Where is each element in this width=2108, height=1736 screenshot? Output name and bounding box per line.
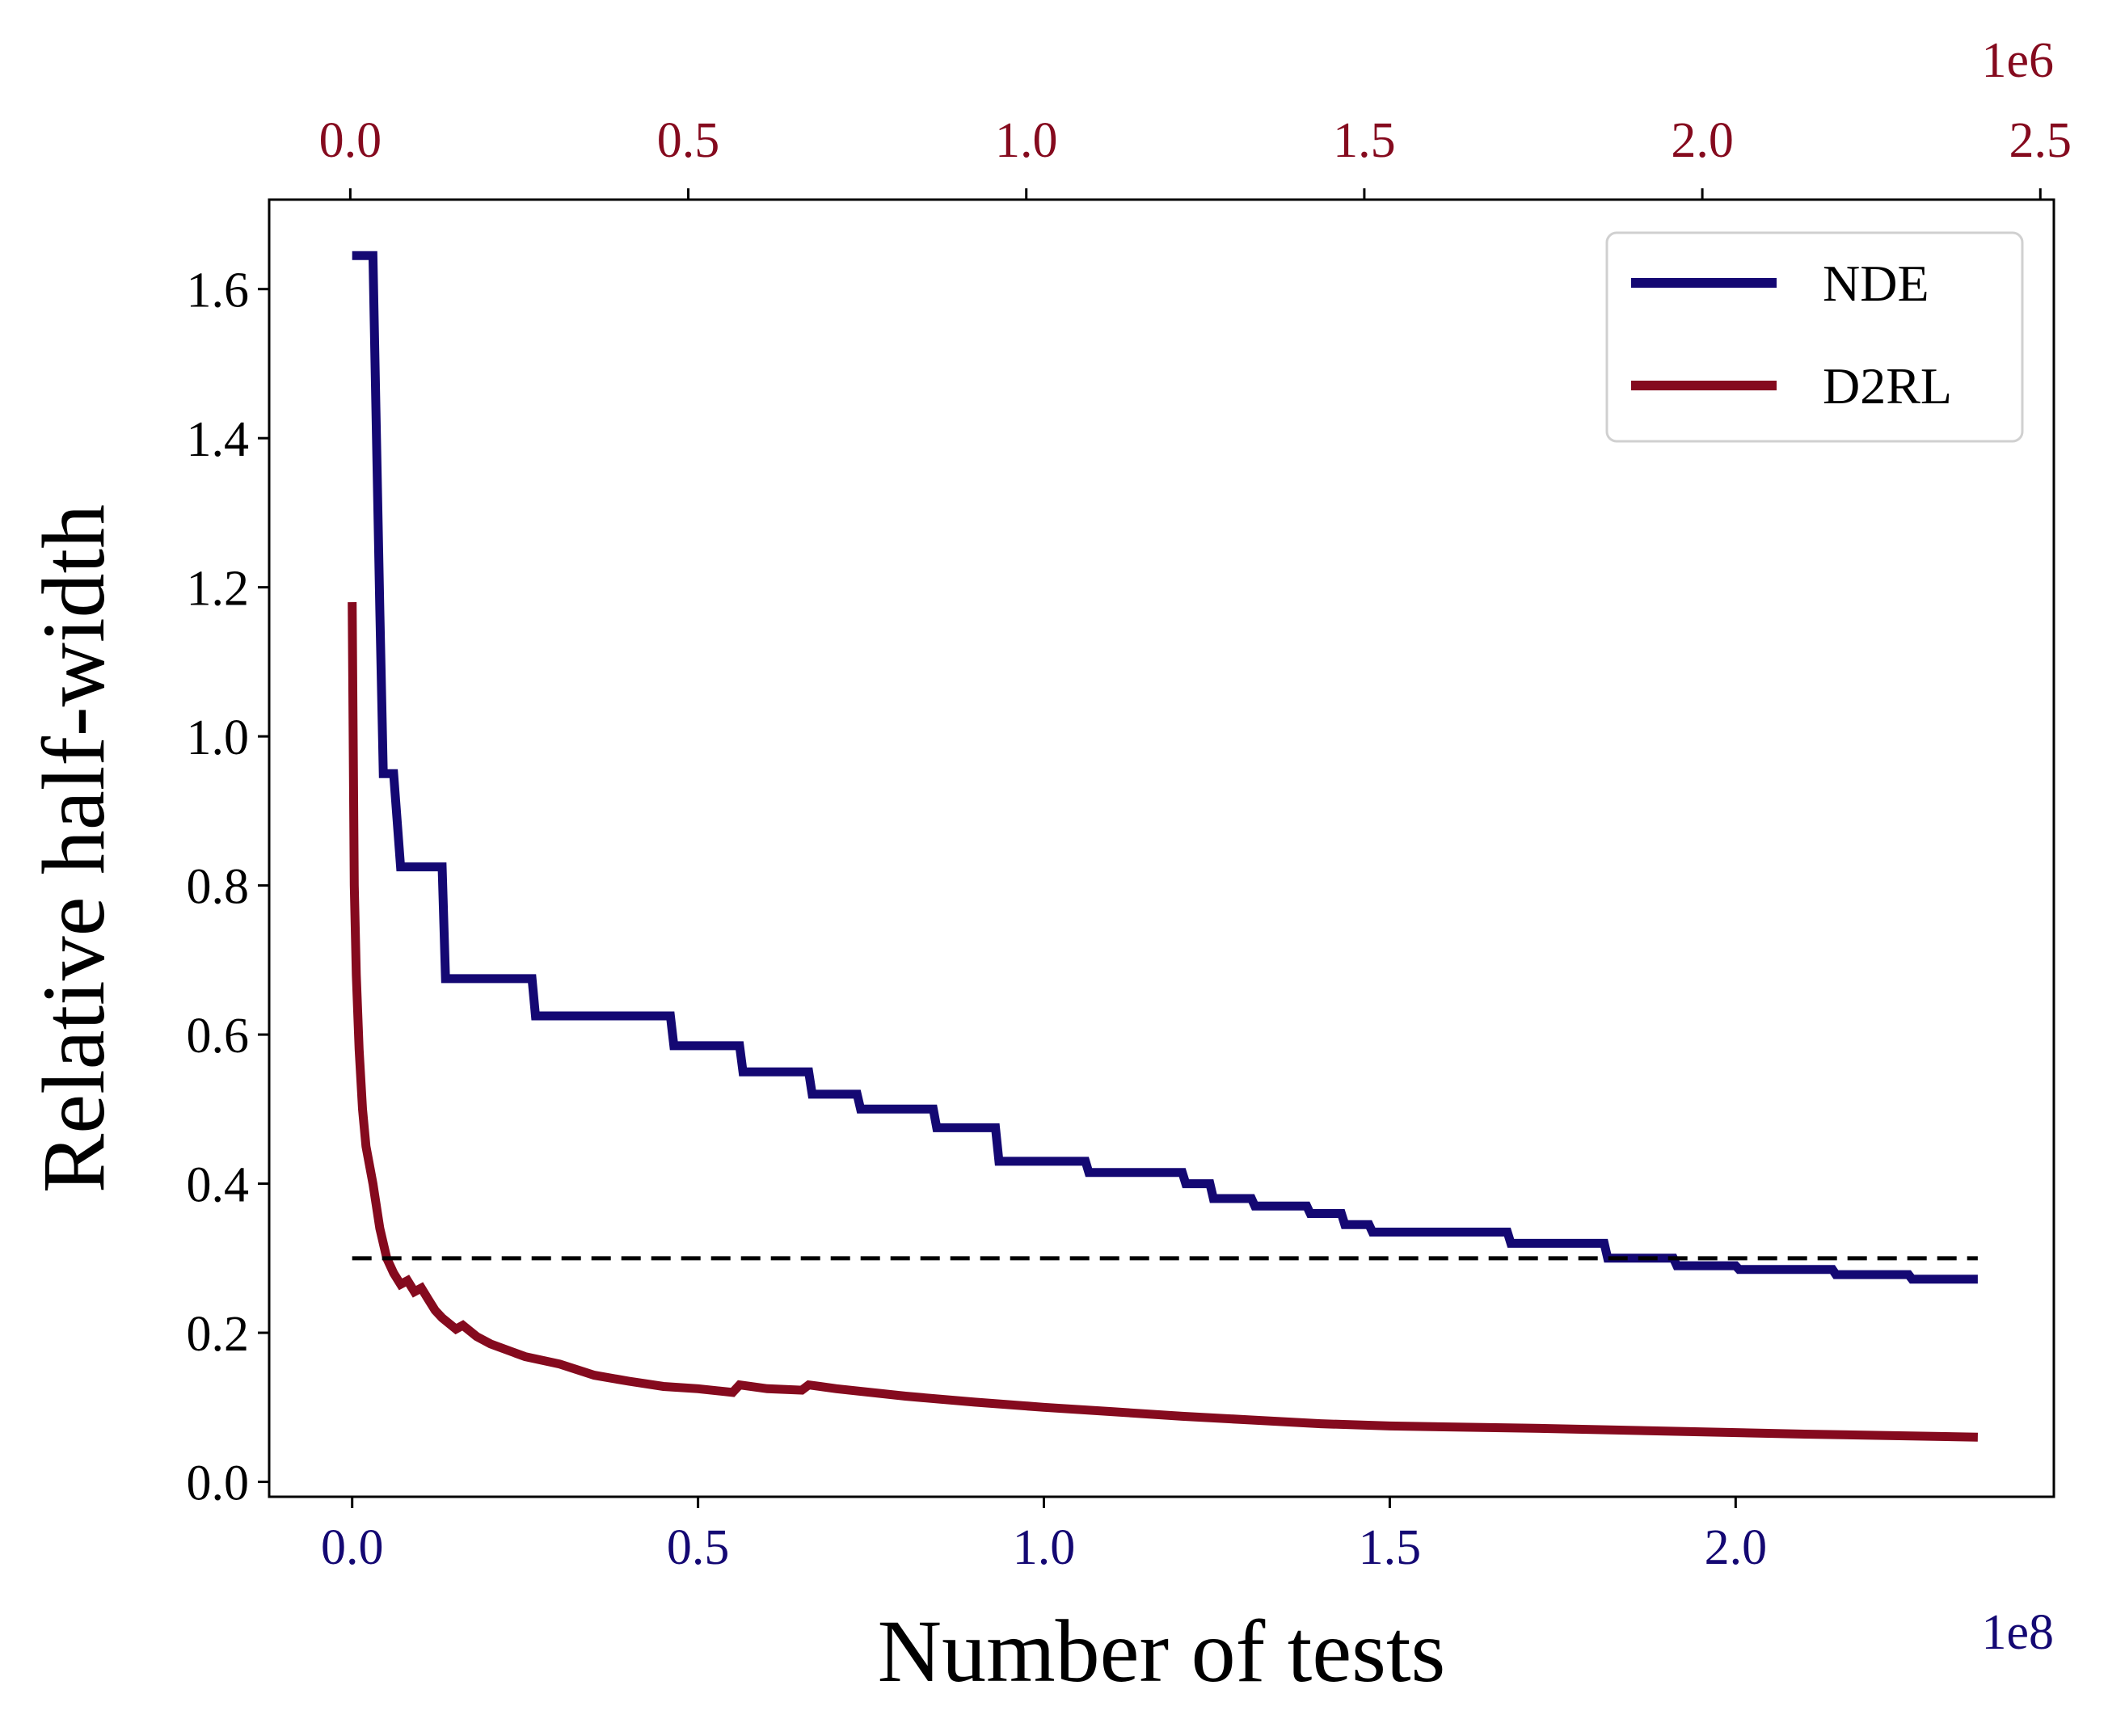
plot-series — [348, 251, 1978, 1442]
x-offset-label: 1e8 — [1981, 1605, 2054, 1660]
top-x-tick-label: 1.5 — [1333, 113, 1396, 168]
y-axis-label: Relative half-width — [24, 504, 123, 1193]
series-line-d2rl — [348, 602, 1978, 1442]
x-tick-label: 0.0 — [321, 1520, 384, 1575]
x-tick-label: 0.5 — [667, 1520, 730, 1575]
top-x-axis: 0.0 0.5 1.0 1.5 2.0 2.5 — [319, 113, 2072, 200]
x-tick-label: 1.0 — [1013, 1520, 1076, 1575]
bottom-x-axis: 0.0 0.5 1.0 1.5 2.0 — [321, 1497, 1767, 1575]
legend-label-d2rl: D2RL — [1823, 357, 1952, 415]
legend-label-nde: NDE — [1823, 255, 1929, 312]
y-axis: 0.0 0.2 0.4 0.6 0.8 1.0 1.2 1.4 1.6 — [187, 263, 269, 1511]
y-tick-label: 0.0 — [187, 1456, 250, 1511]
plot-frame — [268, 198, 2055, 1498]
y-tick-label: 1.2 — [187, 562, 250, 617]
top-x-offset-label: 1e6 — [1981, 33, 2054, 88]
x-tick-label: 1.5 — [1359, 1520, 1422, 1575]
top-x-tick-label: 2.0 — [1671, 113, 1734, 168]
x-axis-label: Number of tests — [878, 1602, 1446, 1700]
y-tick-label: 1.0 — [187, 710, 250, 765]
y-tick-label: 0.8 — [187, 860, 250, 915]
y-tick-label: 1.4 — [187, 412, 250, 467]
y-tick-label: 0.2 — [187, 1307, 250, 1362]
legend: NDE D2RL — [1605, 231, 2024, 443]
y-tick-label: 0.6 — [187, 1009, 250, 1064]
top-x-tick-label: 0.5 — [657, 113, 720, 168]
top-x-tick-label: 2.5 — [2009, 113, 2072, 168]
top-x-tick-label: 1.0 — [995, 113, 1058, 168]
legend-box — [1605, 231, 2024, 443]
y-tick-label: 0.4 — [187, 1158, 250, 1213]
x-tick-label: 2.0 — [1705, 1520, 1768, 1575]
y-tick-label: 1.6 — [187, 263, 250, 318]
top-x-tick-label: 0.0 — [319, 113, 382, 168]
